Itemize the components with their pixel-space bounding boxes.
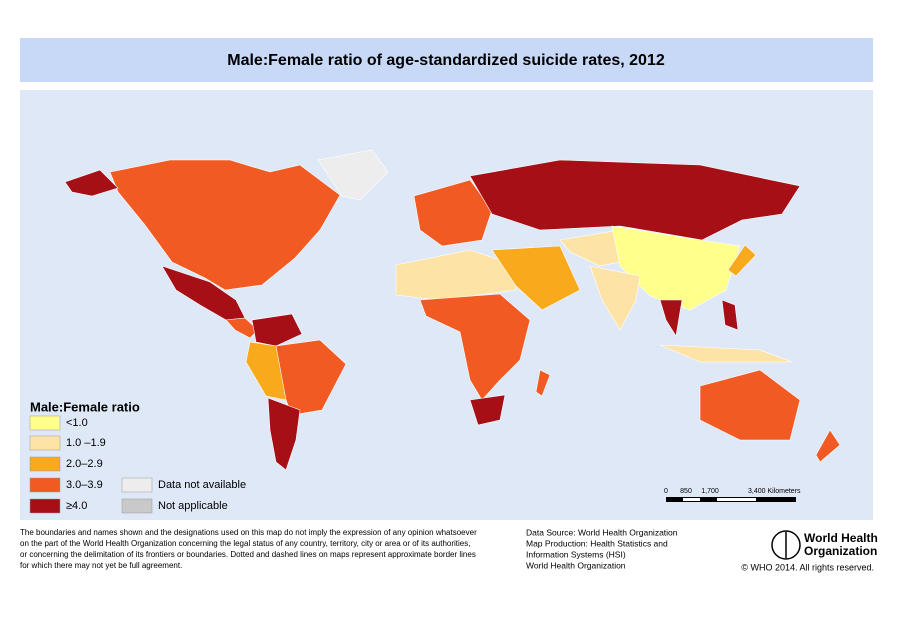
map-title: Male:Female ratio of age-standardized su… (227, 52, 665, 69)
legend-swatch (121, 477, 153, 493)
india (589, 265, 641, 331)
europe (413, 179, 493, 247)
sub-saharan-africa (419, 293, 531, 401)
who-logo: World Health Organization (771, 530, 878, 560)
scale-bar: 0 850 1,700 3,400 Kilometers (664, 488, 801, 502)
disclaimer-line: on the part of the World Health Organiza… (20, 539, 470, 548)
legend-swatch (29, 456, 61, 472)
madagascar (535, 369, 551, 397)
legend-swatch (29, 477, 61, 493)
central-america (225, 317, 259, 339)
philippines (721, 299, 739, 331)
disclaimer-line: The boundaries and names shown and the d… (20, 528, 477, 537)
source-line: World Health Organization (526, 560, 626, 570)
source-line: Map Production: Health Statistics and (526, 538, 668, 548)
legend-label: 1.0 –1.9 (66, 437, 106, 449)
logo-text: Organization (804, 544, 877, 558)
japan (727, 244, 757, 277)
north-america (109, 159, 341, 291)
greenland (317, 149, 389, 201)
indochina (659, 299, 683, 337)
legend-label: <1.0 (66, 417, 88, 429)
indonesia (659, 344, 793, 363)
data-source: Data Source: World Health OrganizationMa… (526, 527, 678, 570)
scale-bar-gap (683, 498, 700, 501)
middle-east (491, 245, 581, 311)
australia (699, 369, 801, 441)
scale-label: 850 (680, 488, 692, 495)
scale-label: 3,400 Kilometers (748, 488, 801, 495)
russia (469, 159, 801, 241)
legend-label: Data not available (158, 479, 246, 491)
new-zealand (815, 429, 841, 463)
legend-label: ≥4.0 (66, 500, 87, 512)
copyright: © WHO 2014. All rights reserved. (741, 562, 874, 572)
legend: <1.0 1.0 –1.9 2.0–2.9 3.0–3.9 ≥4.0 Data not a… (29, 415, 246, 514)
source-line: Data Source: World Health Organization (526, 527, 678, 537)
legend-title: Male:Female ratio (30, 399, 140, 414)
logo-emblem (771, 530, 801, 560)
alaska (64, 169, 119, 197)
source-line: Information Systems (HSI) (526, 549, 626, 559)
northern-south-america (251, 313, 303, 347)
legend-label: Not applicable (158, 500, 228, 512)
scale-label: 1,700 (701, 488, 719, 495)
scale-bar-gap (717, 498, 756, 501)
legend-swatch (29, 498, 61, 514)
central-asia (559, 229, 631, 267)
map (64, 149, 841, 471)
scale-label: 0 (664, 488, 668, 495)
legend-swatch (121, 498, 153, 514)
logo-text: World Health (804, 531, 878, 545)
legend-label: 3.0–3.9 (66, 479, 103, 491)
title-bar (20, 38, 873, 82)
disclaimer: The boundaries and names shown and the d… (20, 528, 477, 570)
north-africa (395, 249, 517, 301)
legend-swatch (29, 415, 61, 431)
andes (245, 341, 287, 401)
china (611, 225, 741, 311)
disclaimer-line: for which there may not yet be full agre… (20, 561, 182, 570)
legend-swatch (29, 435, 61, 451)
legend-label: 2.0–2.9 (66, 458, 103, 470)
southern-cone (267, 397, 301, 471)
south-africa (469, 394, 506, 426)
disclaimer-line: or concerning the delimitation of its fr… (20, 550, 476, 559)
